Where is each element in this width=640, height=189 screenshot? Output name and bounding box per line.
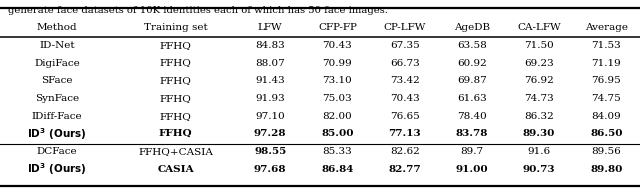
Text: 77.13: 77.13 (388, 129, 421, 138)
Text: 89.30: 89.30 (523, 129, 556, 138)
Text: 71.19: 71.19 (591, 59, 621, 67)
Text: 88.07: 88.07 (255, 59, 285, 67)
Text: Training set: Training set (143, 23, 207, 33)
Text: 85.33: 85.33 (323, 147, 352, 156)
Text: 76.92: 76.92 (524, 76, 554, 85)
Text: 82.62: 82.62 (390, 147, 419, 156)
Text: 97.68: 97.68 (254, 165, 286, 174)
Text: generate face datasets of 10K identities each of which has 50 face images.: generate face datasets of 10K identities… (8, 6, 388, 15)
Text: 84.83: 84.83 (255, 41, 285, 50)
Text: 90.73: 90.73 (523, 165, 556, 174)
Text: 74.73: 74.73 (524, 94, 554, 103)
Text: 91.6: 91.6 (527, 147, 550, 156)
Text: DigiFace: DigiFace (35, 59, 80, 67)
Text: 78.40: 78.40 (457, 112, 487, 121)
Text: 86.84: 86.84 (321, 165, 353, 174)
Text: 69.87: 69.87 (457, 76, 487, 85)
Text: CFP-FP: CFP-FP (318, 23, 357, 33)
Text: 76.65: 76.65 (390, 112, 419, 121)
Text: FFHQ: FFHQ (159, 76, 191, 85)
Text: LFW: LFW (258, 23, 282, 33)
Text: 97.28: 97.28 (254, 129, 286, 138)
Text: IDiff-Face: IDiff-Face (32, 112, 83, 121)
Text: 74.75: 74.75 (591, 94, 621, 103)
Text: SFace: SFace (42, 76, 73, 85)
Text: 86.50: 86.50 (590, 129, 623, 138)
Text: 86.32: 86.32 (524, 112, 554, 121)
Text: FFHQ: FFHQ (159, 41, 191, 50)
Text: $\mathbf{ID}^{\mathbf{3}}$ $\mathbf{(Ours)}$: $\mathbf{ID}^{\mathbf{3}}$ $\mathbf{(Our… (28, 161, 87, 177)
Text: 85.00: 85.00 (321, 129, 354, 138)
Text: 71.50: 71.50 (524, 41, 554, 50)
Text: 63.58: 63.58 (457, 41, 487, 50)
Text: FFHQ: FFHQ (159, 94, 191, 103)
Text: FFHQ: FFHQ (159, 112, 191, 121)
Text: 84.09: 84.09 (591, 112, 621, 121)
Text: 91.00: 91.00 (456, 165, 488, 174)
Text: 61.63: 61.63 (457, 94, 487, 103)
Text: Average: Average (585, 23, 628, 33)
Text: ID-Net: ID-Net (40, 41, 75, 50)
Text: Method: Method (37, 23, 77, 33)
Text: 89.80: 89.80 (590, 165, 623, 174)
Text: 71.53: 71.53 (591, 41, 621, 50)
Text: 89.56: 89.56 (591, 147, 621, 156)
Text: FFHQ+CASIA: FFHQ+CASIA (138, 147, 213, 156)
Text: 76.95: 76.95 (591, 76, 621, 85)
Text: 97.10: 97.10 (255, 112, 285, 121)
Text: 83.78: 83.78 (456, 129, 488, 138)
Text: AgeDB: AgeDB (454, 23, 490, 33)
Text: 60.92: 60.92 (457, 59, 487, 67)
Text: 70.99: 70.99 (323, 59, 352, 67)
Text: 69.23: 69.23 (524, 59, 554, 67)
Text: 73.42: 73.42 (390, 76, 419, 85)
Text: 70.43: 70.43 (323, 41, 352, 50)
Text: 75.03: 75.03 (323, 94, 352, 103)
Text: 82.00: 82.00 (323, 112, 352, 121)
Text: 91.93: 91.93 (255, 94, 285, 103)
Text: 70.43: 70.43 (390, 94, 419, 103)
Text: 82.77: 82.77 (388, 165, 421, 174)
Text: $\mathbf{ID}^{\mathbf{3}}$ $\mathbf{(Ours)}$: $\mathbf{ID}^{\mathbf{3}}$ $\mathbf{(Our… (28, 126, 87, 142)
Text: FFHQ: FFHQ (159, 129, 192, 138)
Text: CASIA: CASIA (157, 165, 194, 174)
Text: 91.43: 91.43 (255, 76, 285, 85)
Text: FFHQ: FFHQ (159, 59, 191, 67)
Text: DCFace: DCFace (37, 147, 77, 156)
Text: 98.55: 98.55 (254, 147, 286, 156)
Text: 66.73: 66.73 (390, 59, 419, 67)
Text: SynFace: SynFace (35, 94, 79, 103)
Text: 89.7: 89.7 (460, 147, 483, 156)
Text: 67.35: 67.35 (390, 41, 419, 50)
Text: CA-LFW: CA-LFW (517, 23, 561, 33)
Text: 73.10: 73.10 (323, 76, 352, 85)
Text: CP-LFW: CP-LFW (383, 23, 426, 33)
